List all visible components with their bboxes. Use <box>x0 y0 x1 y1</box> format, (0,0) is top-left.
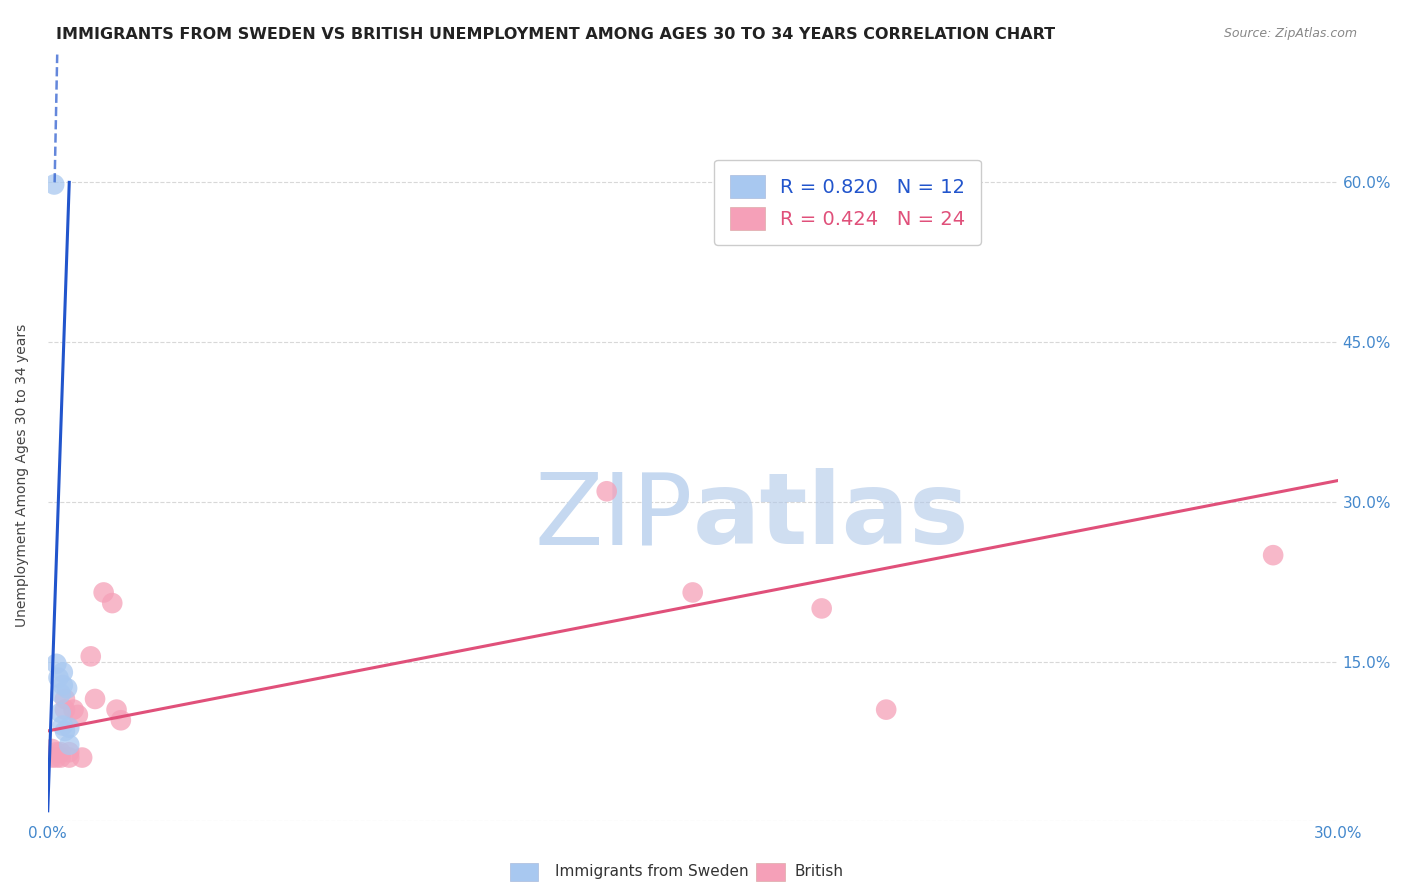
Point <box>93 585 115 599</box>
Point <box>84 692 107 706</box>
Text: British: British <box>794 863 844 879</box>
Y-axis label: Unemployment Among Ages 30 to 34 years: Unemployment Among Ages 30 to 34 years <box>15 324 30 627</box>
Point <box>58 745 80 759</box>
Point <box>41 750 63 764</box>
Point <box>810 601 832 615</box>
Point <box>596 484 619 499</box>
Point <box>101 596 124 610</box>
Point <box>53 723 76 738</box>
Point <box>52 718 75 732</box>
Point <box>45 745 67 759</box>
Point <box>49 745 72 759</box>
Point <box>53 692 76 706</box>
Point <box>53 703 76 717</box>
Text: atlas: atlas <box>693 468 969 566</box>
Text: Source: ZipAtlas.com: Source: ZipAtlas.com <box>1223 27 1357 40</box>
Point <box>56 681 79 696</box>
Text: IMMIGRANTS FROM SWEDEN VS BRITISH UNEMPLOYMENT AMONG AGES 30 TO 34 YEARS CORRELA: IMMIGRANTS FROM SWEDEN VS BRITISH UNEMPL… <box>56 27 1056 42</box>
Point <box>105 703 128 717</box>
Point <box>48 671 70 685</box>
Point <box>58 738 80 752</box>
Point <box>80 649 103 664</box>
Point <box>1263 548 1285 562</box>
Point <box>41 742 63 756</box>
Point <box>58 721 80 735</box>
Point <box>44 178 66 192</box>
Point <box>110 713 132 727</box>
Point <box>49 750 72 764</box>
Point <box>45 750 67 764</box>
Point <box>682 585 704 599</box>
Point <box>45 657 67 671</box>
Point <box>52 665 75 680</box>
Point <box>58 750 80 764</box>
Point <box>62 703 84 717</box>
Point <box>875 703 897 717</box>
Point <box>49 687 72 701</box>
Legend: R = 0.820   N = 12, R = 0.424   N = 24: R = 0.820 N = 12, R = 0.424 N = 24 <box>714 160 981 245</box>
Point <box>52 678 75 692</box>
Text: Immigrants from Sweden: Immigrants from Sweden <box>555 863 749 879</box>
Point <box>49 706 72 720</box>
Point <box>66 708 89 723</box>
Point <box>70 750 93 764</box>
Text: ZIP: ZIP <box>534 468 693 566</box>
